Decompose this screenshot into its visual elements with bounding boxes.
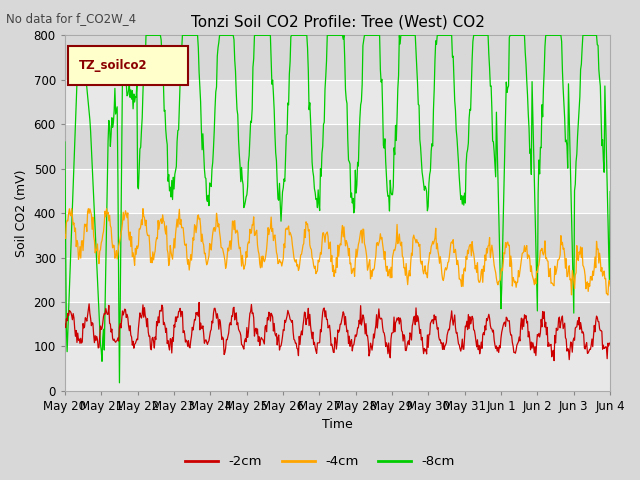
- Y-axis label: Soil CO2 (mV): Soil CO2 (mV): [15, 169, 28, 257]
- Bar: [65, 213, 610, 257]
- Bar: [65, 302, 610, 347]
- Bar: [65, 347, 610, 391]
- FancyBboxPatch shape: [68, 46, 188, 85]
- Bar: [65, 36, 610, 80]
- Text: TZ_soilco2: TZ_soilco2: [79, 59, 147, 72]
- X-axis label: Time: Time: [322, 419, 353, 432]
- Bar: [65, 257, 610, 302]
- Bar: [65, 80, 610, 124]
- Bar: [65, 168, 610, 213]
- Text: No data for f_CO2W_4: No data for f_CO2W_4: [6, 12, 136, 25]
- Bar: [65, 124, 610, 168]
- Legend: -2cm, -4cm, -8cm: -2cm, -4cm, -8cm: [179, 450, 461, 473]
- Title: Tonzi Soil CO2 Profile: Tree (West) CO2: Tonzi Soil CO2 Profile: Tree (West) CO2: [191, 15, 484, 30]
